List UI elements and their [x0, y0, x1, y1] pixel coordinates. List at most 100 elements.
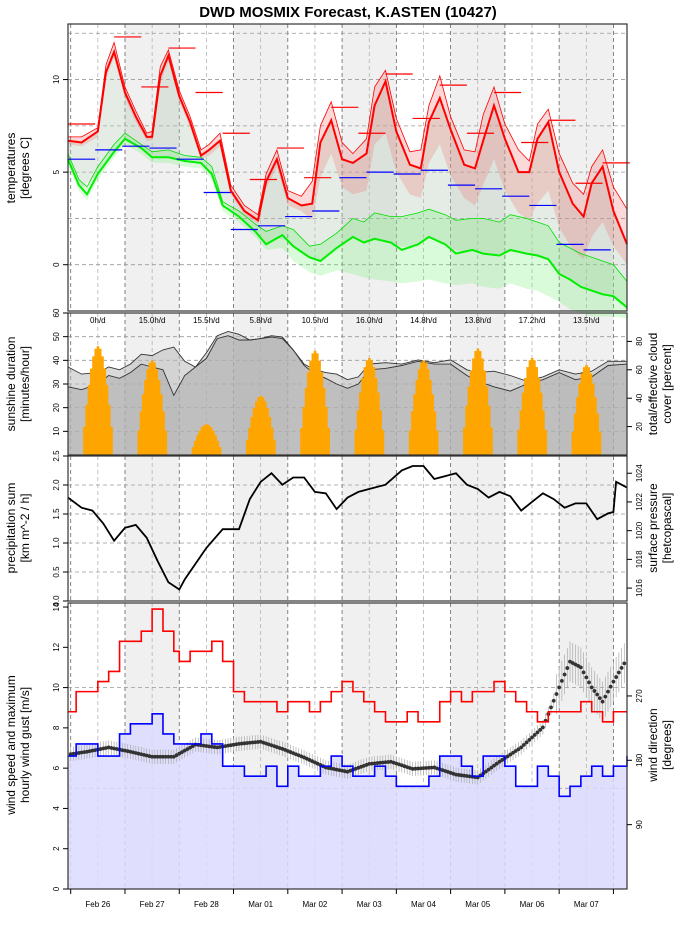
wind-direction-point: [616, 670, 621, 675]
wind-direction-point: [483, 769, 488, 774]
sunshine-ytick-label: 60: [52, 308, 61, 317]
sunshine-bar: [155, 369, 159, 455]
precip-ytick-label: 0.0: [52, 595, 61, 607]
sunshine-bar: [245, 439, 249, 455]
sunshine-ytick-label: 10: [52, 426, 61, 435]
pressure-line: [67, 465, 628, 591]
sunshine-bar: [307, 372, 310, 455]
wind-direction-point: [521, 743, 526, 747]
cloud-ylabel-2: cover [percent]: [660, 344, 674, 423]
pressure-ytick-label: 1024: [635, 464, 644, 482]
sunshine-bar: [476, 348, 480, 455]
temperature-uncertainty-band: [68, 42, 627, 265]
temperature-ylabel-2: [degrees C]: [18, 137, 32, 199]
wind-direction-point: [589, 685, 594, 690]
sunshine-bar: [110, 426, 113, 455]
sunshine-ytick-label: 50: [52, 332, 61, 341]
daily-sunshine-label: 14.8h/d: [410, 316, 437, 325]
sunshine-bar: [521, 392, 525, 455]
sunshine-bar: [316, 353, 319, 455]
x-tick-label: Feb 26: [85, 900, 110, 909]
sunshine-bar: [200, 427, 204, 455]
cloud-ytick-label: 20: [635, 422, 644, 431]
wind-ytick-label: 12: [52, 642, 61, 651]
precip-ylabel-2: [km m^-2 / h]: [18, 494, 32, 563]
sunshine-bar: [544, 429, 548, 455]
sunshine-bar: [300, 428, 303, 455]
sunshine-bar: [483, 370, 486, 455]
sunshine-bar: [465, 405, 468, 455]
sunshine-bar: [327, 428, 330, 455]
sunshine-bar: [259, 395, 263, 455]
sunshine-bar: [193, 440, 197, 455]
sunshine-bar: [266, 408, 269, 455]
precip-ytick-label: 2.0: [52, 479, 61, 491]
sunshine-bar: [214, 435, 217, 455]
winddir-ylabel-2: [degrees]: [660, 720, 674, 770]
sunshine-bar: [528, 360, 532, 455]
sunshine-bar: [216, 440, 220, 455]
temperature-line: [67, 48, 628, 245]
sunshine-bar: [250, 416, 254, 455]
sunshine-bar: [141, 394, 145, 455]
wind-direction-point: [169, 754, 174, 759]
daily-sunshine-label: 13.8h/d: [464, 316, 491, 325]
wind-direction-point: [540, 725, 545, 730]
x-tick-label: Mar 04: [411, 900, 436, 909]
sunshine-bar: [424, 362, 428, 455]
wind-direction-point: [551, 698, 556, 703]
panel-frame: [67, 455, 628, 602]
sunshine-bar: [429, 379, 432, 455]
sunshine-bar: [526, 367, 529, 455]
wind-direction-point: [418, 766, 423, 771]
pressure-ylabel-1: surface pressure: [646, 483, 660, 573]
sunshine-bar: [85, 404, 88, 455]
chart-title: DWD MOSMIX Forecast, K.ASTEN (10427): [199, 4, 497, 21]
sunshine-bar: [485, 386, 489, 455]
cloud-ytick-label: 80: [635, 336, 644, 345]
sunshine-bar: [83, 426, 86, 455]
sunshine-bar: [598, 431, 602, 455]
wind-direction-point: [559, 679, 564, 683]
sunshine-bar: [589, 373, 593, 455]
wind-direction-point: [603, 694, 608, 699]
sunshine-bar: [302, 406, 306, 455]
wind-direction-point: [538, 728, 543, 732]
wind-direction-point: [413, 766, 418, 771]
sunshine-bar: [582, 367, 586, 455]
wind-direction-point: [606, 689, 610, 694]
precip-ytick-label: 1.5: [52, 508, 61, 520]
x-tick-label: Mar 05: [465, 900, 490, 909]
sunshine-bar: [517, 429, 520, 455]
temperature-ylabel-1: temperatures: [4, 133, 18, 204]
sunshine-bar: [478, 351, 482, 455]
sunshine-bar: [205, 424, 208, 455]
sunshine-bar: [150, 360, 154, 455]
sunshine-bar: [203, 424, 206, 455]
wind-direction-point: [416, 766, 420, 771]
wind-direction-point: [527, 738, 532, 742]
daily-sunshine-label: 0h/d: [90, 316, 106, 325]
sunshine-bar: [248, 427, 251, 455]
temperature-upper-line: [68, 41, 628, 216]
sunshine-bar: [363, 367, 367, 455]
sunshine-bar: [481, 358, 484, 455]
sunshine-bar: [162, 411, 165, 455]
sunshine-bar: [325, 406, 328, 455]
wind-direction-point: [608, 684, 613, 689]
sunshine-bar: [198, 430, 202, 455]
sunshine-bar: [408, 430, 412, 455]
sunshine-bar: [377, 392, 380, 455]
sunshine-bar: [313, 350, 317, 455]
panel-frame: [67, 602, 628, 890]
daily-sunshine-label: 13.5h/d: [573, 316, 600, 325]
wind-direction-point: [554, 692, 559, 696]
wind-direction-point: [489, 765, 494, 770]
pressure-ytick-label: 1020: [635, 521, 644, 539]
wind-direction-point: [549, 705, 553, 710]
daily-sunshine-label: 5.8h/d: [250, 316, 272, 325]
pressure-ytick-label: 1018: [635, 550, 644, 568]
winddir-ytick-label: 270: [635, 689, 644, 703]
cloud-ylabel-1: total/effective cloud: [646, 333, 660, 436]
